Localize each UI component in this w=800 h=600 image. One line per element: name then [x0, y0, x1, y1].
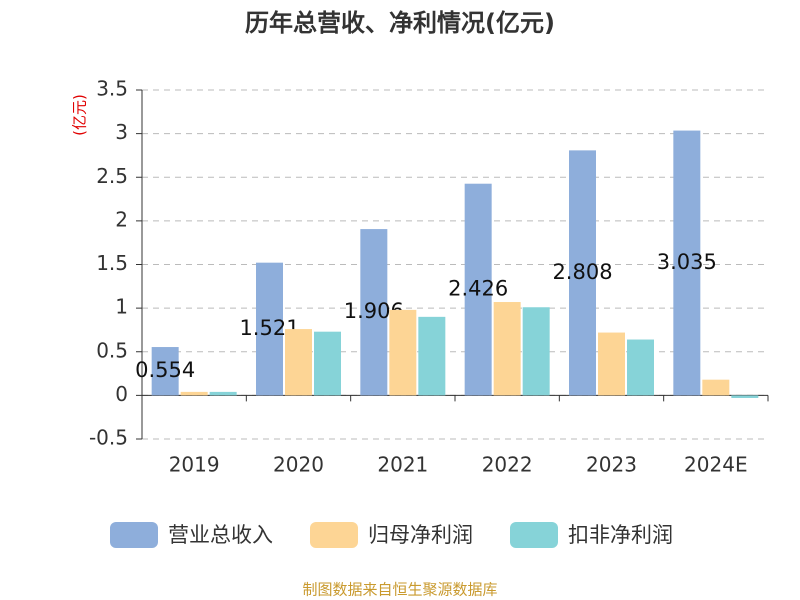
legend-label: 扣非净利润: [568, 523, 673, 547]
bar: [418, 316, 446, 396]
legend-swatch: [510, 522, 558, 548]
y-tick-label: 3: [115, 120, 128, 144]
x-tick-label: 2022: [482, 453, 533, 477]
y-tick-label: 0.5: [96, 338, 128, 362]
value-label: 2.808: [552, 260, 612, 284]
x-tick-label: 2019: [169, 453, 220, 477]
y-tick-label: 2.5: [96, 164, 128, 188]
bar: [569, 150, 596, 396]
bar: [360, 229, 388, 396]
chart-title: 历年总营收、净利情况(亿元): [245, 9, 555, 37]
bar: [389, 309, 417, 396]
y-tick-label: 2: [115, 207, 128, 231]
bar: [285, 329, 312, 396]
bar: [180, 391, 208, 396]
bar: [151, 347, 179, 396]
bar: [314, 331, 341, 396]
y-tick-label: 1: [115, 295, 128, 319]
bar: [731, 395, 759, 398]
y-tick-label: 3.5: [96, 77, 128, 101]
legend-label: 归母净利润: [368, 523, 473, 547]
legend-swatch: [310, 522, 358, 548]
y-tick-label: -0.5: [89, 426, 128, 450]
legend-swatch: [110, 522, 158, 548]
bar: [673, 130, 701, 396]
value-label: 2.426: [448, 277, 508, 301]
value-label: 3.035: [657, 250, 717, 274]
value-label: 0.554: [135, 358, 195, 382]
bar: [209, 391, 237, 396]
x-tick-label: 2024E: [684, 453, 748, 477]
legend-label: 营业总收入: [168, 523, 273, 547]
bar: [493, 302, 521, 396]
x-tick-label: 2023: [586, 453, 637, 477]
bar: [256, 262, 283, 396]
y-tick-label: 1.5: [96, 251, 128, 275]
y-tick-label: 0: [115, 382, 128, 406]
bar: [522, 307, 550, 396]
x-tick-label: 2021: [377, 453, 428, 477]
bar: [702, 379, 730, 396]
bar: [598, 332, 625, 396]
source: 制图数据来自恒生聚源数据库: [302, 581, 497, 599]
bar: [627, 339, 654, 396]
x-tick-label: 2020: [273, 453, 324, 477]
y-unit: (亿元): [71, 94, 89, 136]
bar: [464, 183, 492, 396]
